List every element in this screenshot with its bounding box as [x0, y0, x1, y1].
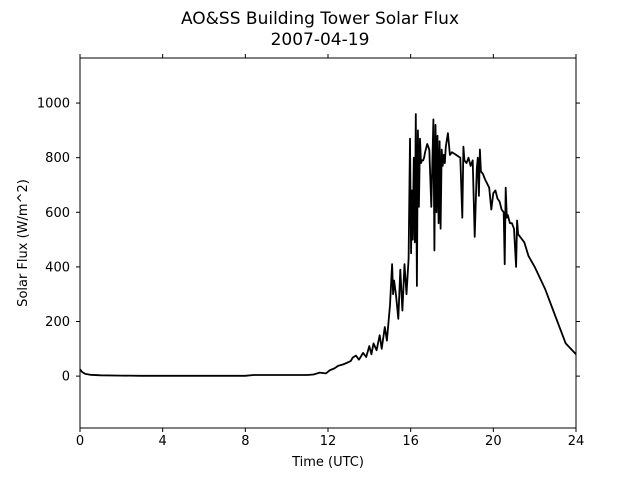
x-tick-label: 24	[568, 434, 585, 449]
y-tick-label: 200	[45, 315, 70, 330]
y-tick-label: 800	[45, 151, 70, 166]
series-line-0	[79, 113, 577, 377]
y-tick-label: 600	[45, 206, 70, 221]
y-tick-label: 0	[62, 370, 70, 385]
y-axis-label: Solar Flux (W/m^2)	[16, 179, 31, 307]
x-axis-label: Time (UTC)	[291, 455, 364, 470]
x-tick-label: 16	[402, 434, 419, 449]
x-tick-label: 0	[76, 434, 84, 449]
x-tick-label: 12	[320, 434, 337, 449]
chart-title: AO&SS Building Tower Solar Flux	[181, 9, 459, 29]
y-axis: 0 200 400 600 800 1000	[37, 97, 580, 385]
chart-subtitle: 2007-04-19	[271, 30, 370, 50]
x-tick-label: 4	[159, 434, 167, 449]
x-tick-label: 8	[241, 434, 249, 449]
x-tick-label: 20	[485, 434, 502, 449]
x-axis: 0 4 8 12 16 20 24	[76, 54, 584, 449]
y-tick-label: 1000	[37, 97, 70, 112]
y-tick-label: 400	[45, 260, 70, 275]
